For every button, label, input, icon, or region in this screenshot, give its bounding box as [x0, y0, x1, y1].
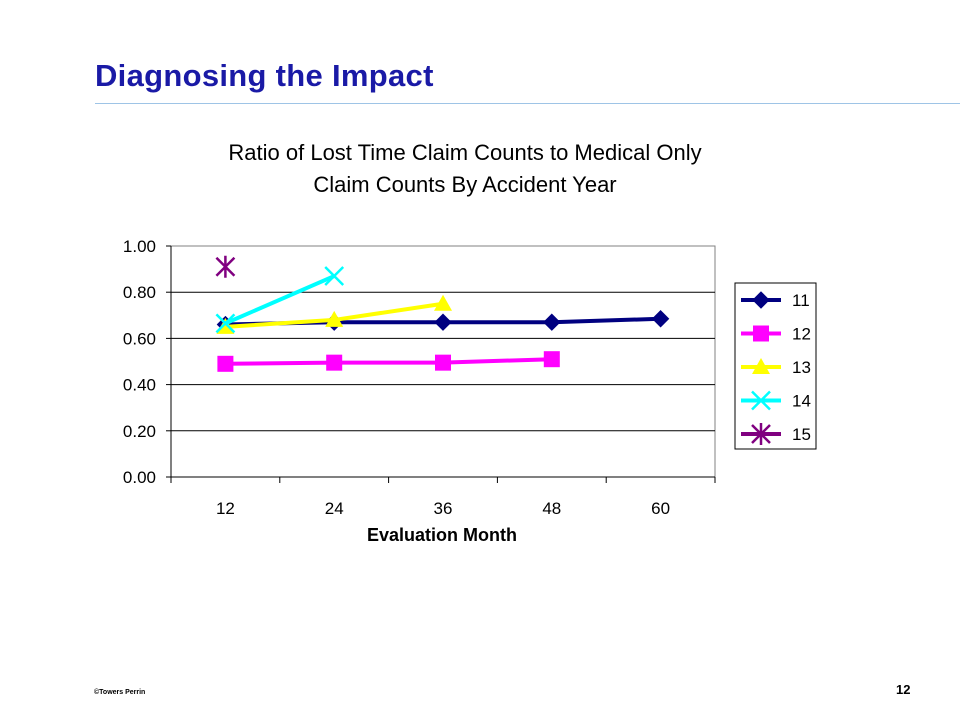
- y-tick-label: 0.40: [123, 376, 156, 395]
- series-line-14: [224, 274, 335, 326]
- data-point-13: [325, 310, 344, 327]
- x-tick-label: 48: [542, 499, 561, 518]
- chart-title-line-2: Claim Counts By Accident Year: [313, 172, 616, 197]
- data-point-11: [651, 310, 670, 328]
- x-tick-label: 24: [325, 499, 344, 518]
- data-point-14: [215, 313, 236, 334]
- y-tick-label: 0.20: [123, 422, 156, 441]
- data-point-14: [324, 266, 345, 286]
- legend-label-11: 11: [792, 291, 810, 310]
- legend-label-15: 15: [792, 425, 811, 444]
- legend-label-14: 14: [792, 392, 811, 411]
- title-divider: [95, 103, 960, 104]
- legend-marker-13: [752, 358, 770, 374]
- x-tick-label: 12: [216, 499, 235, 518]
- data-point-12: [326, 354, 343, 371]
- y-tick-label: 0.00: [123, 468, 156, 487]
- data-point-13: [434, 294, 452, 311]
- data-point-11: [543, 313, 561, 331]
- x-axis-title: Evaluation Month: [367, 525, 517, 545]
- y-tick-label: 1.00: [123, 237, 156, 256]
- legend-marker-15: [751, 423, 771, 445]
- slide-title: Diagnosing the Impact: [95, 58, 434, 93]
- copyright-footer: ©Towers Perrin: [94, 689, 146, 696]
- legend-marker-14: [751, 390, 771, 411]
- y-tick-label: 0.60: [123, 329, 156, 348]
- legend-label-13: 13: [792, 358, 811, 377]
- series-line-12: [225, 357, 552, 366]
- data-point-11: [434, 313, 452, 331]
- data-point-13: [216, 317, 235, 334]
- legend-marker-12: [753, 325, 769, 342]
- chart-title-line-1: Ratio of Lost Time Claim Counts to Medic…: [228, 140, 701, 165]
- data-point-15: [215, 255, 236, 278]
- x-tick-label: 60: [651, 499, 670, 518]
- page-number: 12: [896, 682, 911, 697]
- data-point-12: [435, 354, 451, 371]
- x-tick-label: 36: [434, 499, 453, 518]
- data-point-12: [543, 351, 560, 368]
- legend-label-12: 12: [792, 325, 811, 344]
- y-tick-label: 0.80: [123, 283, 156, 302]
- data-point-12: [217, 355, 234, 372]
- legend-marker-11: [752, 291, 770, 309]
